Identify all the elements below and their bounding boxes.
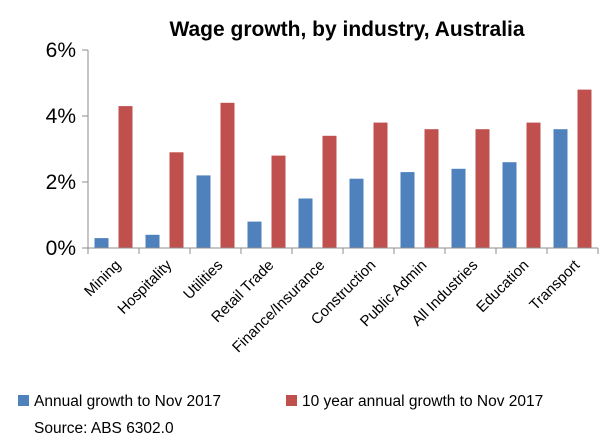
x-tick-label: Mining bbox=[81, 257, 124, 300]
bars bbox=[94, 89, 592, 248]
bar-ten-year-finance-insurance bbox=[322, 135, 337, 248]
bar-annual-all-industries bbox=[451, 168, 466, 248]
x-tick-label: Utilities bbox=[180, 257, 226, 303]
x-tick-label: Finance/Insurance bbox=[229, 257, 328, 356]
bar-ten-year-hospitality bbox=[169, 152, 184, 248]
bar-ten-year-utilities bbox=[220, 102, 235, 248]
y-tick-label: 0% bbox=[46, 237, 76, 260]
bar-annual-hospitality bbox=[145, 234, 160, 248]
y-tick-label: 2% bbox=[46, 171, 76, 194]
bar-annual-utilities bbox=[196, 175, 211, 248]
bar-ten-year-public-admin bbox=[424, 129, 439, 248]
bar-annual-mining bbox=[94, 238, 109, 248]
bar-annual-retail-trade bbox=[247, 221, 262, 248]
legend: Annual growth to Nov 2017 10 year annual … bbox=[18, 393, 543, 410]
bar-annual-construction bbox=[349, 178, 364, 248]
chart-title: Wage growth, by industry, Australia bbox=[169, 18, 524, 41]
bar-annual-public-admin bbox=[400, 172, 415, 248]
bar-ten-year-construction bbox=[373, 122, 388, 248]
y-axis: 0% 2% 4% 6% bbox=[46, 39, 89, 260]
bar-annual-transport bbox=[553, 129, 568, 248]
bar-annual-finance-insurance bbox=[298, 198, 313, 248]
y-tick-label: 4% bbox=[46, 105, 76, 128]
legend-swatch bbox=[18, 395, 29, 406]
bar-ten-year-mining bbox=[118, 106, 133, 248]
y-tick-label: 6% bbox=[46, 39, 76, 62]
legend-label: Annual growth to Nov 2017 bbox=[34, 393, 221, 410]
legend-swatch bbox=[286, 395, 297, 406]
x-tick-label: Hospitality bbox=[114, 256, 175, 317]
x-tick-label: Transport bbox=[526, 256, 584, 314]
legend-label: 10 year annual growth to Nov 2017 bbox=[302, 393, 543, 410]
bar-annual-education bbox=[502, 162, 517, 248]
bar-ten-year-all-industries bbox=[475, 129, 490, 248]
source-note: Source: ABS 6302.0 bbox=[34, 420, 174, 437]
bar-ten-year-retail-trade bbox=[271, 155, 286, 248]
x-tick-label: Education bbox=[473, 257, 532, 316]
bar-ten-year-transport bbox=[577, 89, 592, 248]
bar-ten-year-education bbox=[526, 122, 541, 248]
